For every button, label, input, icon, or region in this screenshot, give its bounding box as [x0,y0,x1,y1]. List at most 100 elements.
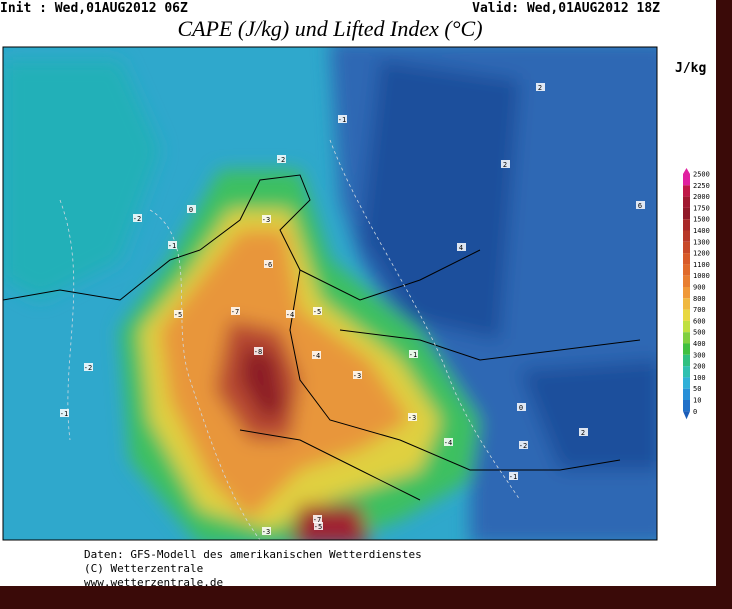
map-area [3,47,657,540]
colorbar-label: 1200 [693,250,710,258]
contour-label: -7 [313,516,321,524]
colorbar-segment [683,185,690,197]
colorbar-label: 700 [693,306,706,314]
contour-label-box [457,243,466,251]
colorbar-segment [683,287,690,299]
contour-label: -5 [314,523,322,531]
colorbar-label: 100 [693,374,706,382]
contour-label-box [636,201,645,209]
contour-label: -1 [409,351,417,359]
contour-label: -4 [286,311,294,319]
contour-label: -3 [262,216,270,224]
frame-right [716,0,732,609]
contour-label: 2 [581,429,585,437]
colorbar-segment [683,219,690,231]
contour-label-box [312,351,321,359]
contour-label: -3 [353,372,361,380]
contour-label-box [338,115,347,123]
colorbar-label: 10 [693,397,701,405]
contour-label-box [84,363,93,371]
colorbar-label: 500 [693,329,706,337]
colorbar-segment [683,241,690,254]
contour-label-box [501,160,510,168]
contour-label: -3 [408,414,416,422]
contour-label-box [264,260,273,268]
contour-label: -7 [231,308,239,316]
colorbar-label: 600 [693,317,706,325]
contour-label-box [509,472,518,480]
colorbar-segment [683,196,690,208]
map-title: CAPE (J/kg) und Lifted Index (°C) [177,16,482,41]
contour-label-box [519,441,528,449]
colorbar-label: 1300 [693,238,710,246]
contour-label-box [409,350,418,358]
colorbar-label: 1400 [693,227,710,235]
colorbar-segment [683,174,690,186]
contour-label-box [187,205,196,213]
contour-label: -4 [444,439,452,447]
footer-line: Daten: GFS-Modell des amerikanischen Wet… [84,548,422,561]
colorbar-label: 50 [693,385,701,393]
colorbar-segment [683,230,690,242]
contour-label-box [517,403,526,411]
contour-label: -4 [312,352,320,360]
colorbar-segment [683,309,690,321]
contour-label: 2 [503,161,507,169]
colorbar-tip [683,411,690,420]
colorbar-segment [683,366,690,378]
colorbar-label: 1100 [693,261,710,269]
contour-label: -1 [338,116,346,124]
contour-label: -5 [313,308,321,316]
colorbar-label: 1500 [693,216,710,224]
contour-label: -2 [277,156,285,164]
colorbar-segment [683,377,690,389]
contour-label-box [408,413,417,421]
contour-label-box [286,310,295,318]
footer-line: www.wetterzentrale.de [84,576,223,589]
colorbar-segment [683,343,690,355]
colorbar-label: 900 [693,284,706,292]
contour-label: -2 [519,442,527,450]
contour-label: -3 [262,528,270,536]
contour-label-box [133,214,142,222]
contour-label-box [314,522,323,530]
contour-label-box [168,241,177,249]
colorbar-label: 200 [693,363,706,371]
contour-label: 6 [638,202,642,210]
colorbar-label: 300 [693,351,706,359]
legend-unit: J/kg [675,61,706,76]
colorbar-label: 1750 [693,204,710,212]
contour-label-box [174,310,183,318]
borders [3,174,641,501]
contour-label-box [262,215,271,223]
colorbar-label: 400 [693,340,706,348]
colorbar-segment [683,264,690,276]
colorbar-segment [683,320,690,333]
contour-label-box [579,428,588,436]
contour-label: -5 [174,311,182,319]
colorbar-label: 0 [693,408,697,416]
contour-label: -6 [264,261,272,269]
colorbar-label: 2000 [693,193,710,201]
contour-label: 2 [538,84,542,92]
contour-label-box [444,438,453,446]
colorbar-segment [683,400,690,412]
contour-label: -1 [509,473,517,481]
colorbar-segment [683,253,690,265]
cape-field [3,47,657,540]
colorbar-label: 1000 [693,272,710,280]
contour-label-box [536,83,545,91]
colorbar-tip [683,168,690,174]
contour-label-box [262,527,271,535]
contour-label: -2 [133,215,141,223]
contour-label: -1 [168,242,176,250]
map-frame [2,46,658,541]
contour-label-box [254,347,263,355]
contour-label: 0 [189,206,193,214]
colorbar-segment [683,354,690,367]
contour-label-box [231,307,240,315]
contour-label: 4 [459,244,463,252]
colorbar-segment [683,207,690,220]
